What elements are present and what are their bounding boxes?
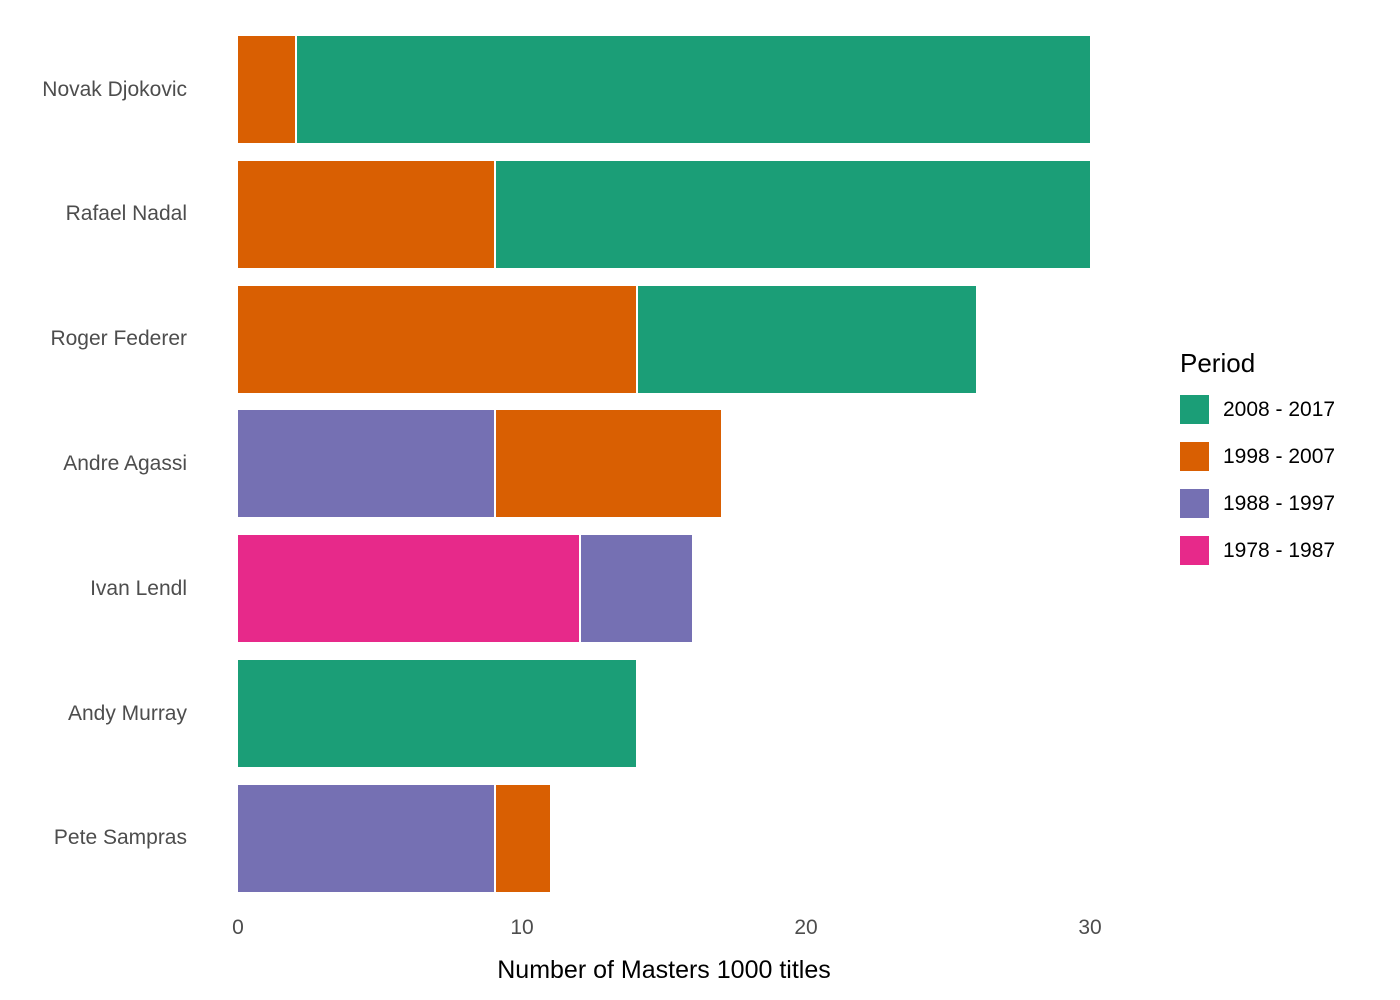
bar-segment	[238, 535, 579, 643]
y-axis-label: Ivan Lendl	[90, 576, 187, 600]
bar-segment	[238, 160, 494, 268]
legend-swatch	[1180, 536, 1209, 565]
y-axis-label: Rafael Nadal	[65, 202, 187, 226]
bar-segment	[578, 535, 693, 643]
y-axis-label: Roger Federer	[50, 327, 187, 351]
x-axis-tick-label: 20	[794, 916, 818, 939]
legend-title: Period	[1180, 348, 1256, 378]
legend-item: 2008 - 2017	[1180, 395, 1335, 424]
bar-segment	[238, 285, 636, 393]
legend-items: 2008 - 2017 1998 - 2007 1988 - 1997 1978 - …	[1180, 395, 1335, 565]
legend-swatch	[1180, 442, 1209, 471]
bar-segment	[238, 410, 494, 518]
legend-swatch	[1180, 395, 1209, 424]
bar-segment	[493, 160, 1090, 268]
legend-label: 1998 - 2007	[1223, 444, 1336, 468]
legend-swatch	[1180, 489, 1209, 518]
y-axis-label: Andre Agassi	[63, 451, 187, 475]
legend-label: 1988 - 1997	[1223, 491, 1336, 515]
legend-label: 2008 - 2017	[1223, 397, 1336, 421]
x-axis-tick-label: 10	[510, 916, 534, 939]
bar-segment	[493, 784, 551, 892]
legend-label: 1978 - 1987	[1223, 538, 1336, 562]
bar-segment	[238, 784, 494, 892]
x-axis-tick-label: 0	[232, 916, 244, 939]
x-axis-tick-label: 30	[1078, 916, 1102, 939]
bar-segment	[238, 36, 295, 143]
legend-item: 1998 - 2007	[1180, 442, 1335, 471]
bar-segment	[635, 285, 977, 393]
legend: Period 2008 - 2017 1998 - 2007 1988 - 1997…	[1180, 348, 1335, 583]
bar-segment	[238, 660, 636, 767]
bar-segment	[294, 36, 1090, 143]
x-axis-title: Number of Masters 1000 titles	[497, 956, 831, 984]
bar-segment	[493, 410, 721, 518]
y-axis-label: Andy Murray	[67, 701, 187, 725]
y-axis-label: Novak Djokovic	[42, 77, 187, 101]
legend-item: 1988 - 1997	[1180, 489, 1335, 518]
legend-item: 1978 - 1987	[1180, 536, 1335, 565]
y-axis-label: Pete Sampras	[53, 826, 187, 850]
